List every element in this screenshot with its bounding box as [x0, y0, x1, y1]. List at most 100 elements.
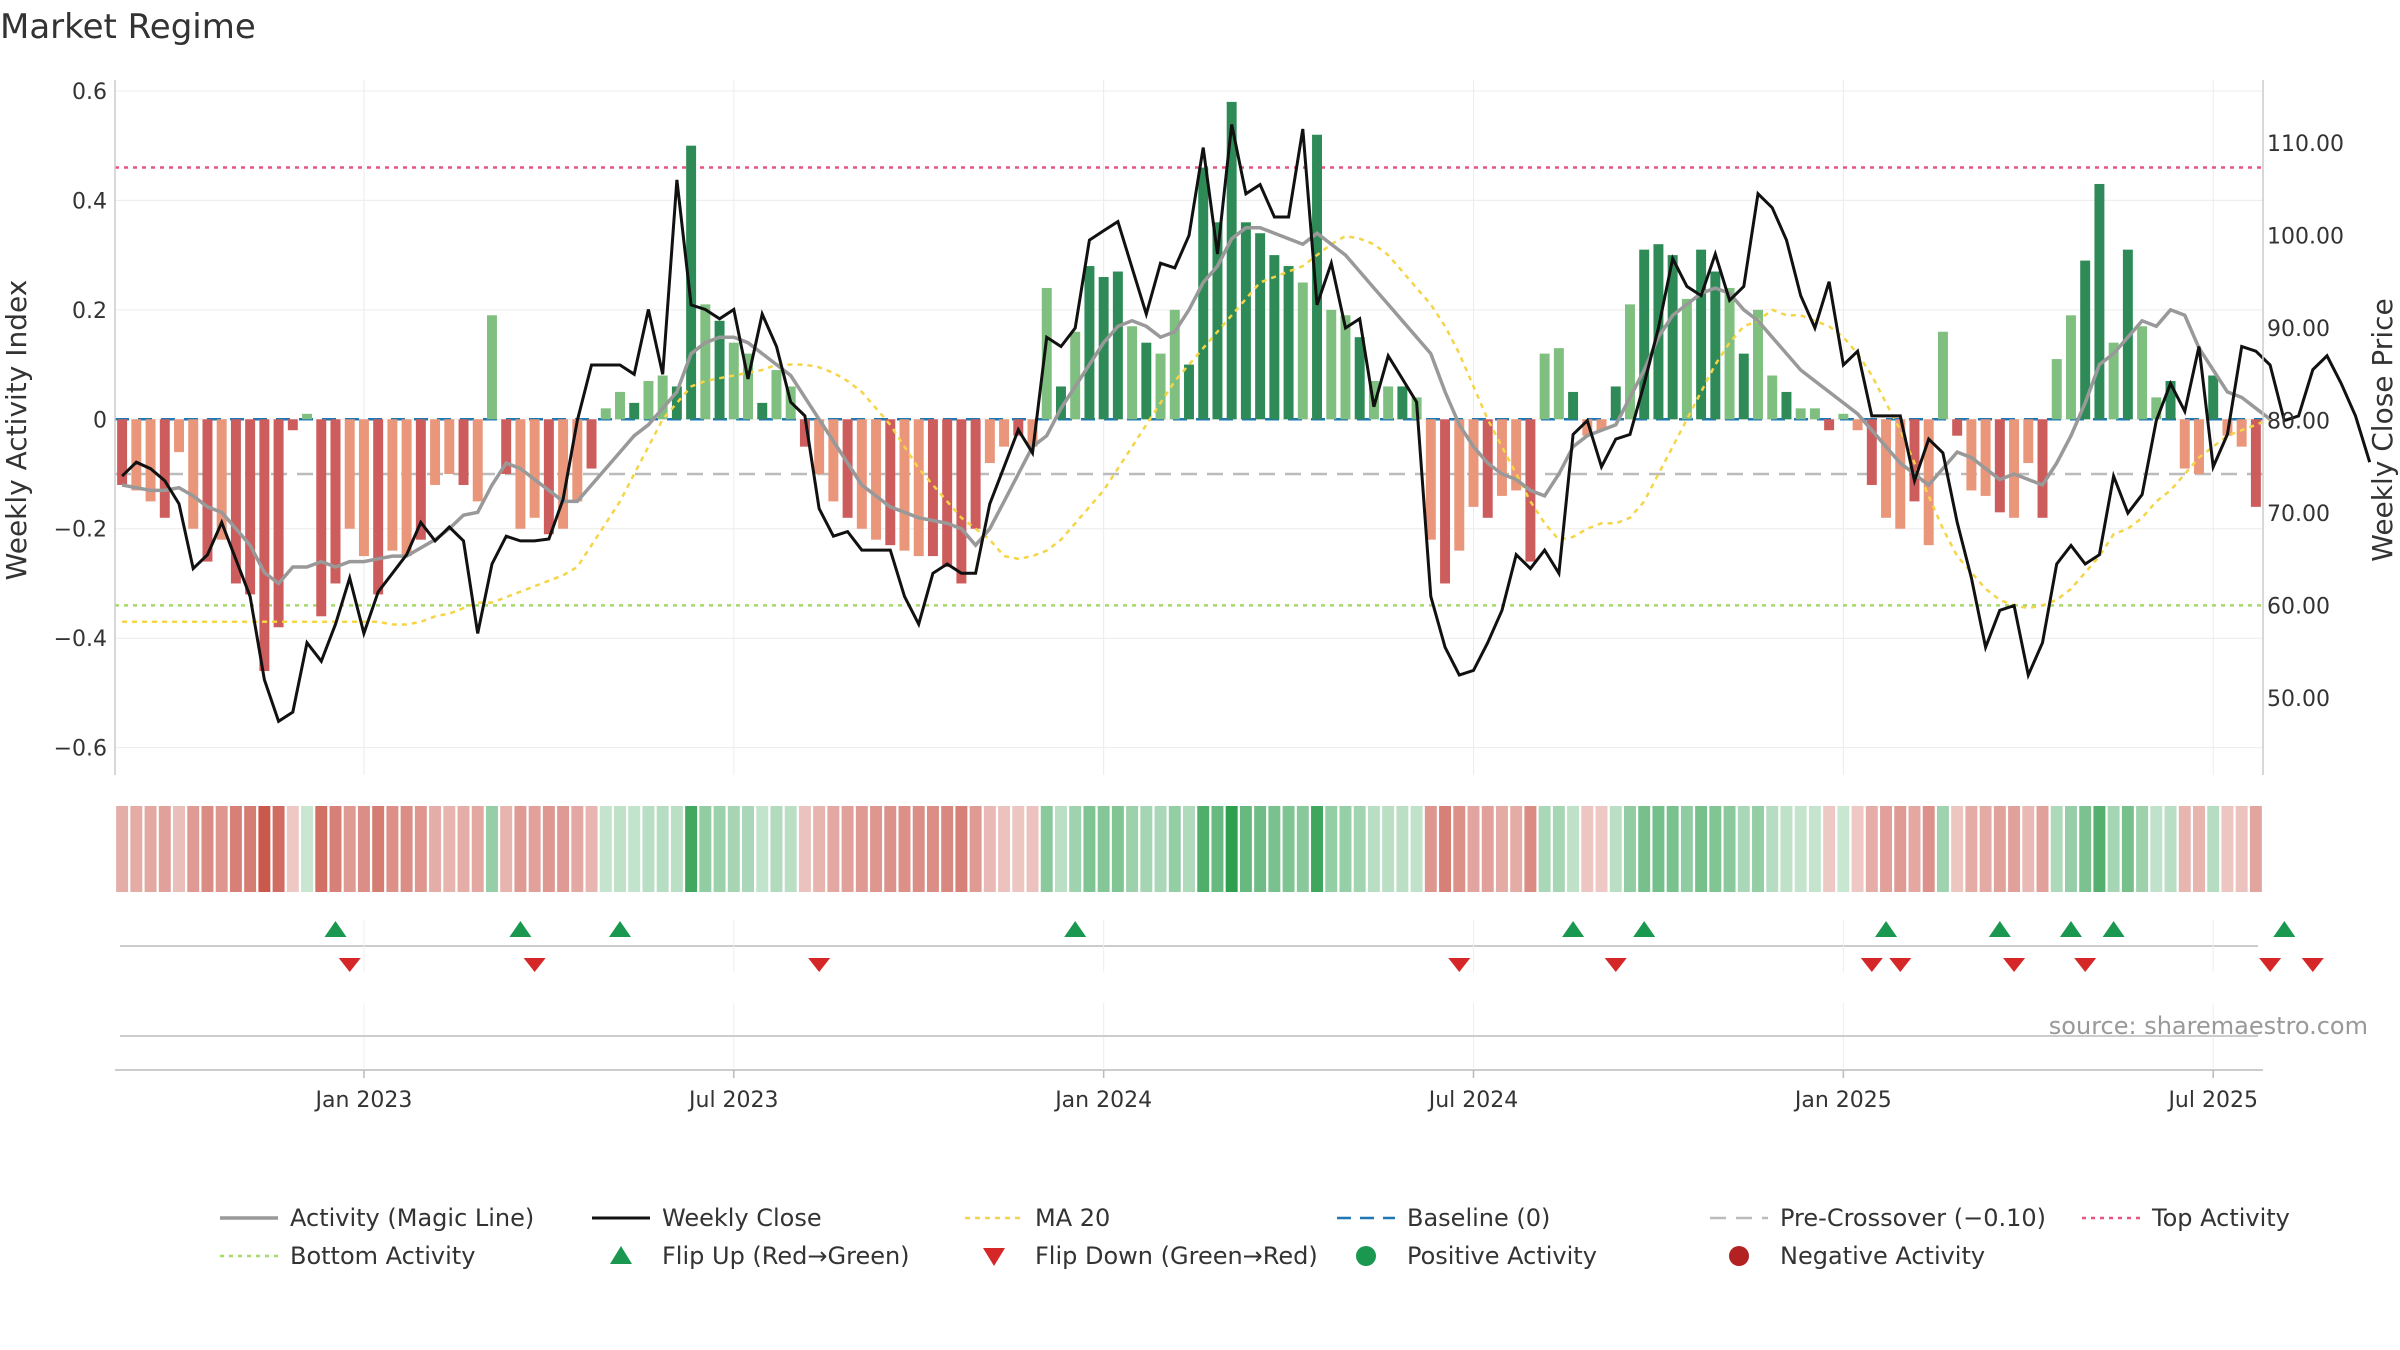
activity-bar — [1937, 331, 1948, 420]
legend-item-close: Weekly Close — [592, 1204, 822, 1232]
x-tick-label: Jan 2023 — [313, 1088, 412, 1113]
heat-cell — [2079, 806, 2092, 892]
legend-label: Pre-Crossover (−0.10) — [1780, 1204, 2046, 1232]
heat-cell — [614, 806, 626, 892]
activity-bar — [999, 419, 1010, 447]
heat-cell — [1026, 806, 1039, 892]
activity-bar — [287, 419, 298, 431]
activity-bar — [1184, 364, 1194, 420]
heat-cell — [1581, 806, 1594, 892]
heat-cell — [116, 806, 129, 892]
heat-cell — [400, 806, 413, 892]
activity-bar — [1027, 419, 1038, 447]
legend-item-baseline: Baseline (0) — [1337, 1204, 1550, 1232]
heat-cell — [969, 806, 982, 892]
activity-bar — [1440, 419, 1451, 584]
activity-bar — [984, 419, 995, 464]
legend-item-flipdown: Flip Down (Green→Red) — [983, 1242, 1318, 1270]
right-tick-label: 50.00 — [2267, 687, 2330, 712]
heat-cell — [1709, 806, 1722, 892]
activity-bar — [771, 370, 782, 420]
activity-bar — [501, 419, 512, 475]
heat-cell — [1837, 806, 1850, 892]
flip-down-marker — [338, 958, 361, 972]
left-tick-label: −0.6 — [54, 737, 107, 762]
heat-cell — [315, 806, 328, 892]
heat-cell — [1154, 806, 1167, 892]
heat-cell — [1311, 806, 1324, 892]
activity-bar — [1340, 315, 1351, 420]
heat-cell — [429, 806, 442, 892]
activity-bar — [1198, 167, 1209, 420]
heat-cell — [201, 806, 214, 892]
heat-cell — [1823, 806, 1836, 892]
activity-bar — [629, 402, 640, 420]
heat-cell — [272, 806, 285, 892]
activity-bar — [1155, 353, 1166, 420]
series-lines — [121, 124, 2372, 724]
heat-cell — [1268, 806, 1281, 892]
activity-bar — [2137, 326, 2148, 420]
heat-cell — [144, 806, 157, 892]
heat-cell — [1922, 806, 1935, 892]
heat-cell — [329, 806, 342, 892]
heat-cell — [870, 806, 883, 892]
flip-down-marker — [1889, 958, 1912, 972]
heat-cell — [1993, 806, 2006, 892]
heat-cell — [244, 806, 257, 892]
heat-cell — [1567, 806, 1580, 892]
activity-bar — [1667, 255, 1678, 420]
legend-label: Weekly Close — [662, 1204, 822, 1232]
activity-bar — [1112, 271, 1123, 420]
heat-cell — [2121, 806, 2134, 892]
heat-cell — [571, 806, 584, 892]
heat-cell — [1766, 806, 1779, 892]
activity-bar — [174, 419, 184, 453]
activity-bar — [757, 402, 768, 420]
activity-bar — [259, 419, 270, 672]
heat-cell — [1353, 806, 1366, 892]
heat-cell — [2150, 806, 2163, 892]
legend-negative-dot-icon — [1729, 1246, 1749, 1266]
activity-bar — [1753, 309, 1763, 420]
legend-label: Negative Activity — [1780, 1242, 1985, 1270]
heat-cell — [1510, 806, 1523, 892]
heat-cell — [2235, 806, 2248, 892]
heat-cell — [1680, 806, 1693, 892]
activity-bar — [700, 304, 711, 420]
legend-positive-dot-icon — [1356, 1246, 1376, 1266]
flip-up-marker — [2102, 921, 2125, 937]
activity-bar — [2151, 397, 2162, 420]
heat-cell — [742, 806, 754, 892]
right-tick-label: 70.00 — [2267, 502, 2330, 527]
activity-bar — [1269, 255, 1280, 420]
activity-bar — [1169, 309, 1180, 420]
right-tick-label: 90.00 — [2267, 317, 2330, 342]
activity-bar — [1553, 348, 1564, 420]
legend-label: Activity (Magic Line) — [290, 1204, 534, 1232]
activity-bar — [316, 419, 327, 617]
heat-cell — [2064, 806, 2077, 892]
activity-bar — [387, 419, 398, 551]
activity-bar — [1866, 419, 1877, 485]
activity-bar — [1881, 419, 1892, 518]
heat-cell — [1908, 806, 1921, 892]
heat-cell — [2207, 806, 2220, 892]
activity-bar — [1795, 408, 1806, 420]
activity-bar — [1738, 353, 1749, 420]
activity-bar — [1809, 408, 1820, 420]
heat-cell — [1097, 806, 1110, 892]
heat-cell — [1481, 806, 1494, 892]
heat-cell — [983, 806, 996, 892]
heat-cell — [1424, 806, 1437, 892]
activity-bar — [1696, 249, 1707, 420]
heat-cell — [756, 806, 769, 892]
heat-cell — [2193, 806, 2205, 892]
left-tick-label: 0 — [93, 408, 107, 433]
heat-cell — [1126, 806, 1139, 892]
axes — [114, 80, 2264, 775]
heat-cell — [158, 806, 171, 892]
left-tick-label: 0.6 — [72, 80, 107, 105]
activity-bar — [1041, 287, 1052, 420]
